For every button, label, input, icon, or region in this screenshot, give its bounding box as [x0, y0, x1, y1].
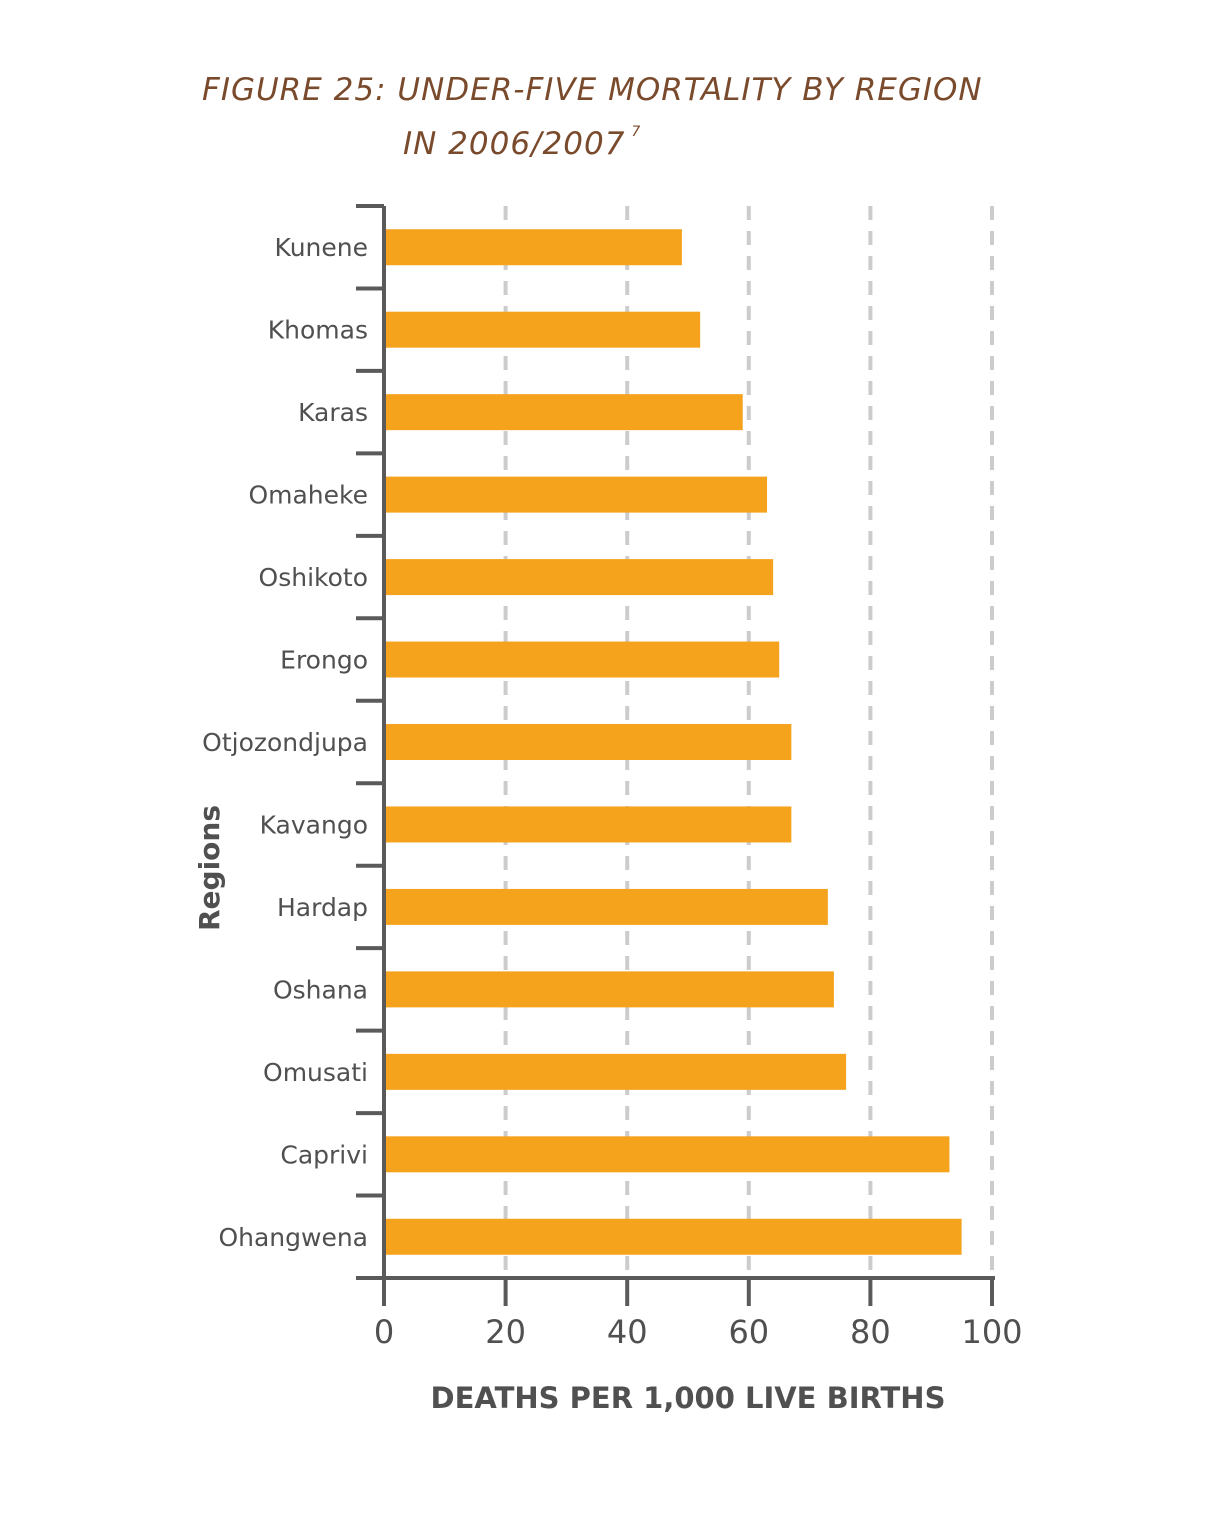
- category-label-khomas: Khomas: [268, 316, 368, 345]
- x-tick-label-60: 60: [728, 1313, 769, 1351]
- chart-title-line2-text: IN 2006/2007: [403, 126, 626, 162]
- category-label-kunene: Kunene: [275, 233, 368, 262]
- bar-erongo: [386, 641, 780, 678]
- bar-kavango: [386, 806, 792, 843]
- chart-title-line2: IN 2006/2007 7: [403, 124, 1210, 162]
- axes: [356, 204, 995, 1306]
- category-label-omaheke: Omaheke: [248, 481, 368, 510]
- category-label-karas: Karas: [298, 398, 368, 427]
- bar-omaheke: [386, 476, 768, 513]
- labels: Kunene Khomas Karas Omaheke Oshikoto Erongo Ot…: [193, 233, 1023, 1415]
- x-tick-label-0: 0: [374, 1313, 394, 1351]
- bar-omusati: [386, 1053, 847, 1090]
- category-label-ohangwena: Ohangwena: [218, 1223, 368, 1252]
- y-axis-title: Regions: [193, 805, 226, 931]
- category-label-erongo: Erongo: [280, 646, 368, 675]
- bar-ohangwena: [386, 1218, 962, 1255]
- bar-oshikoto: [386, 559, 774, 596]
- title-footnote: 7: [631, 124, 642, 140]
- x-tick-label-20: 20: [485, 1313, 526, 1351]
- x-axis-title: DEATHS PER 1,000 LIVE BIRTHS: [431, 1381, 946, 1415]
- bar-kunene: [386, 229, 682, 266]
- category-label-omusati: Omusati: [263, 1058, 368, 1087]
- bar-otjozondjupa: [386, 724, 792, 760]
- x-tick-label-100: 100: [961, 1313, 1022, 1351]
- category-label-caprivi: Caprivi: [280, 1140, 368, 1169]
- category-label-otjozondjupa: Otjozondjupa: [202, 728, 368, 757]
- bar-oshana: [386, 971, 834, 1008]
- x-tick-label-80: 80: [850, 1313, 891, 1351]
- category-label-kavango: Kavango: [260, 810, 368, 839]
- bars: [386, 229, 962, 1255]
- x-tick-label-40: 40: [607, 1313, 648, 1351]
- bar-karas: [386, 394, 743, 431]
- bar-khomas: [386, 311, 701, 348]
- bar-hardap: [386, 888, 828, 925]
- category-label-hardap: Hardap: [277, 893, 368, 922]
- bar-caprivi: [386, 1136, 950, 1173]
- category-label-oshikoto: Oshikoto: [259, 563, 368, 592]
- chart-title: FIGURE 25: UNDER-FIVE MORTALITY BY REGIO…: [202, 72, 983, 108]
- category-label-oshana: Oshana: [273, 975, 368, 1004]
